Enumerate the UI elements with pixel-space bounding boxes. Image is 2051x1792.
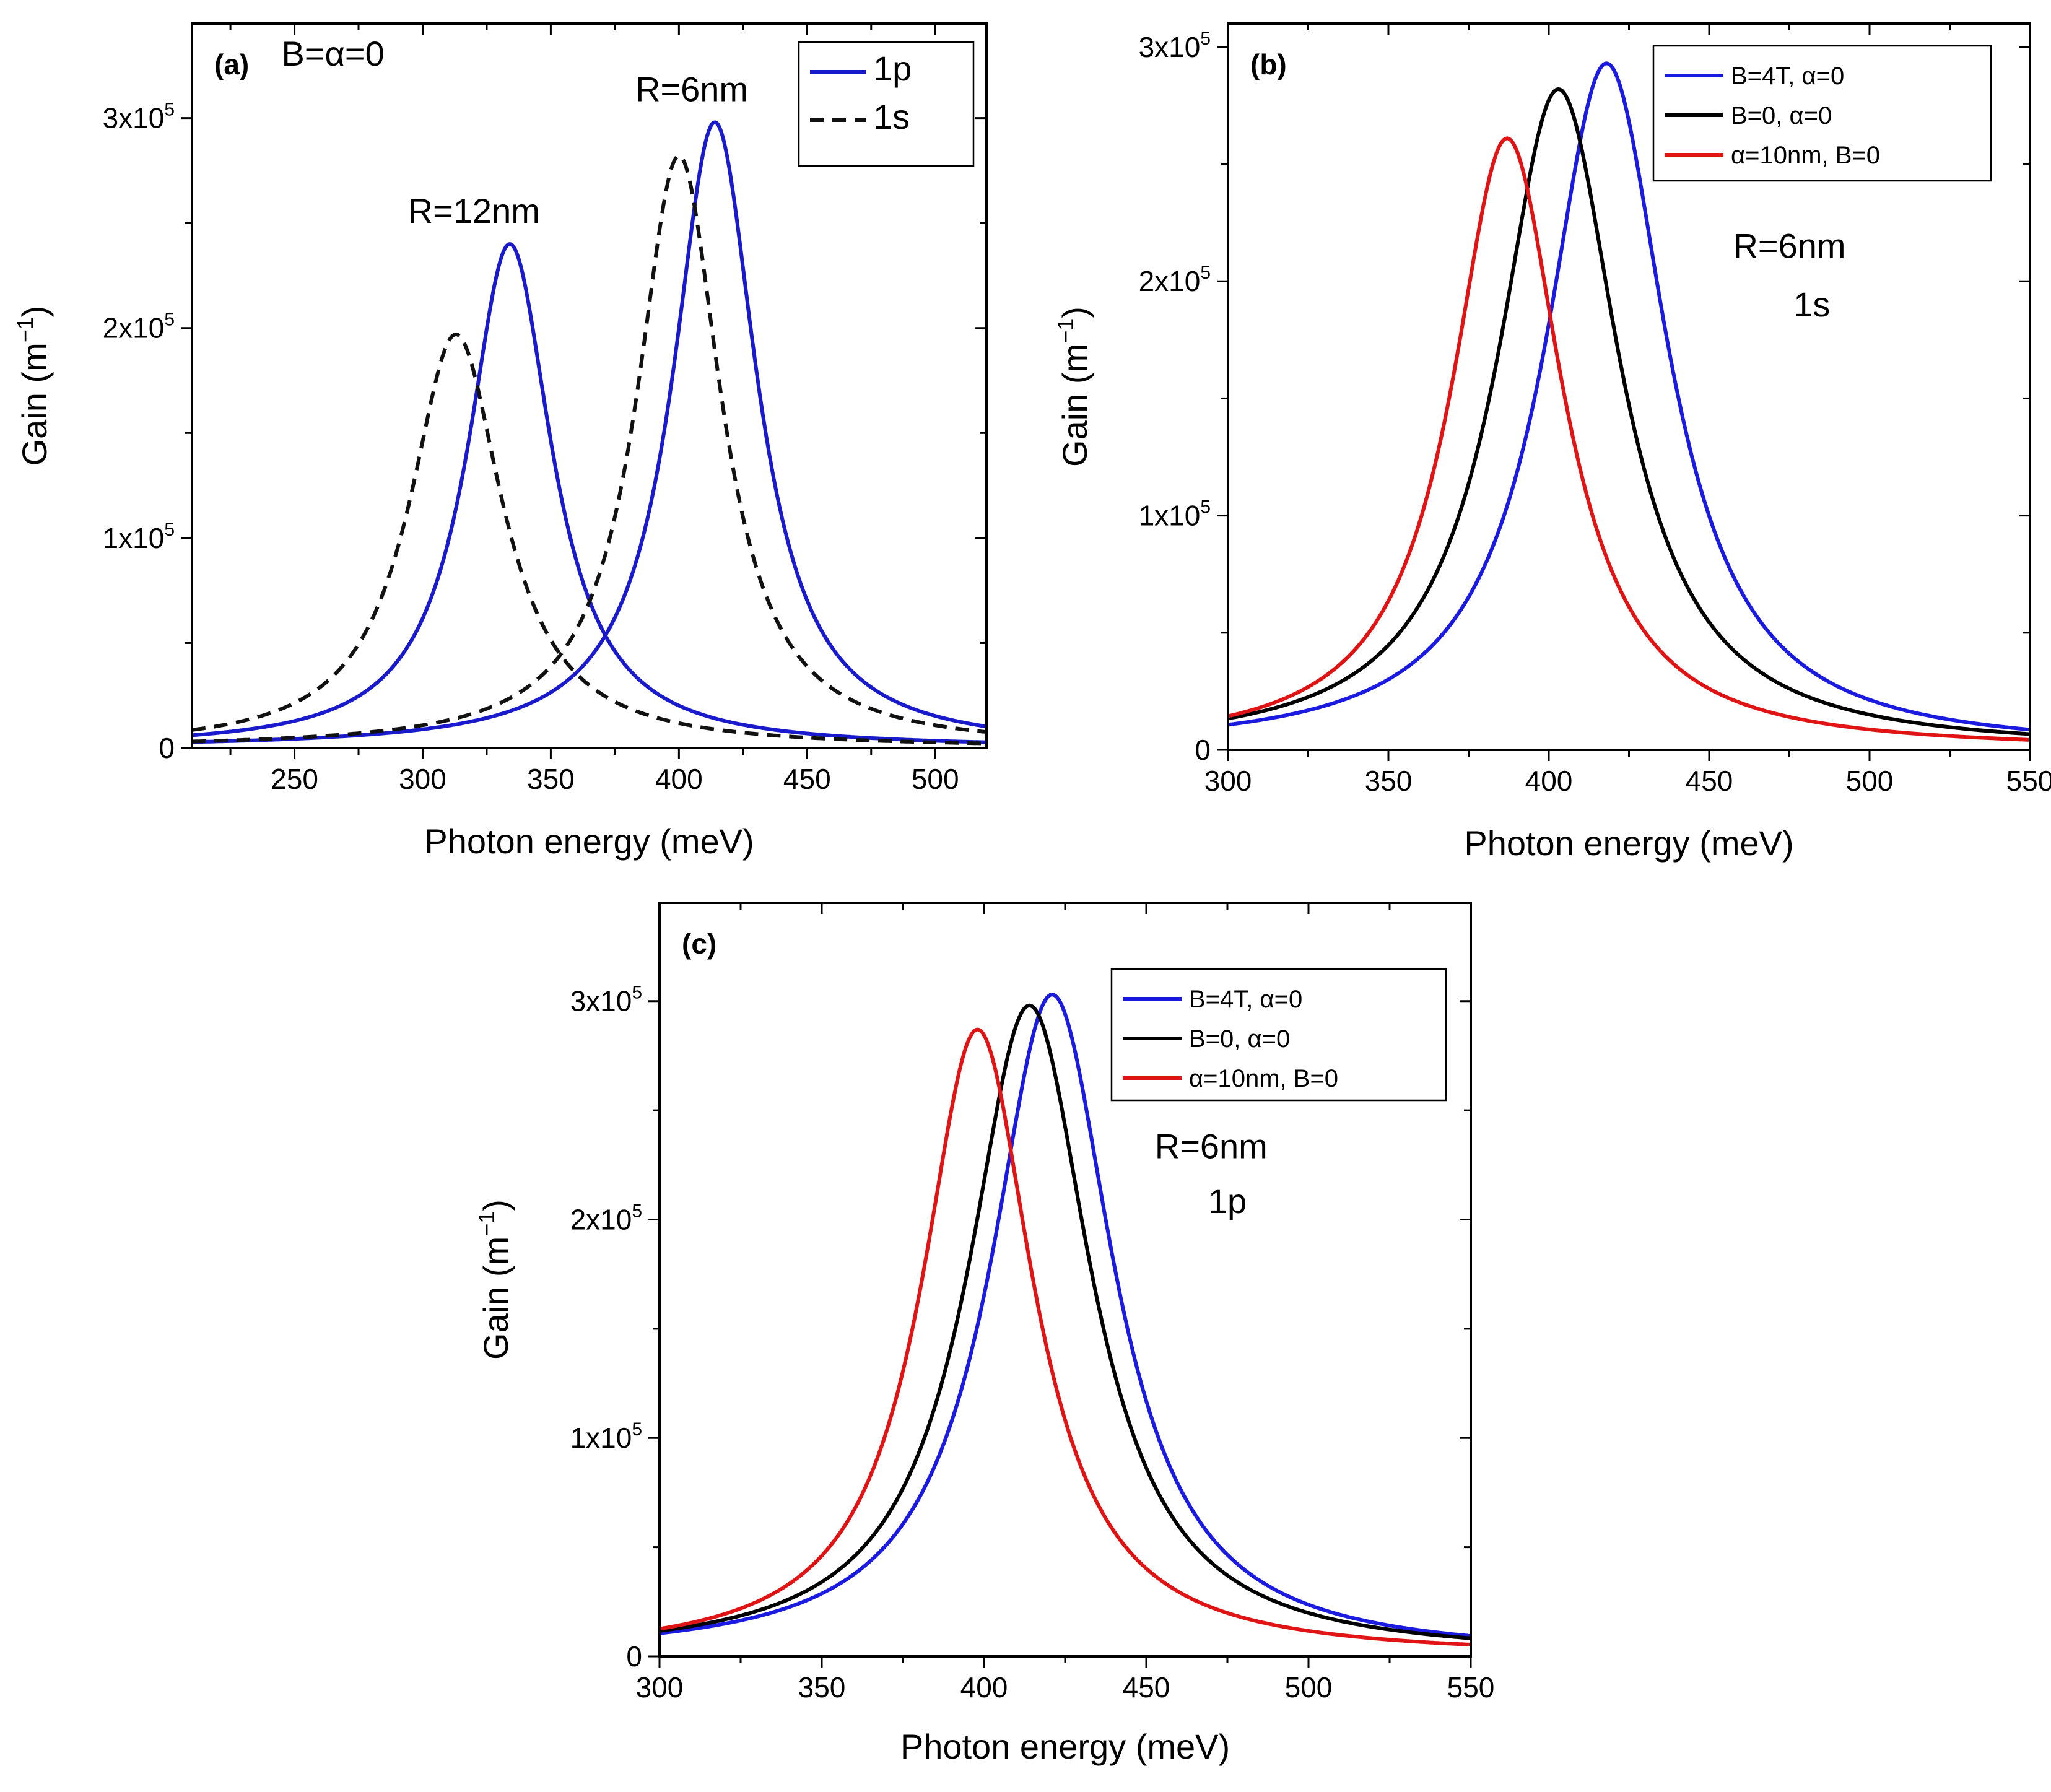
series-line-b-1 [1228,87,2030,736]
x-tick-label: 400 [960,1671,1008,1703]
y-axis-title: Gain (m−1) [1053,307,1094,467]
legend-label: B=0, α=0 [1189,1025,1290,1053]
x-tick-label: 300 [399,763,446,795]
y-tick-label: 1x105 [1139,497,1211,532]
chart-panel-a: 250 300 350 400 450 500 0 1x105 2x105 3x105 Photon… [12,22,988,861]
series-line-b-0 [1228,61,2030,732]
panel-label: (c) [682,928,716,960]
y-tick-label: 2x105 [1139,263,1211,297]
x-tick-label: 350 [798,1671,846,1703]
x-tick-label: 300 [1204,765,1252,797]
y-tick-label: 0 [626,1640,642,1672]
annotation: R=6nm [1733,226,1845,265]
x-tick-label: 450 [1686,765,1733,797]
legend-c: B=4T, α=0 B=0, α=0 α=10nm, B=0 [1110,968,1447,1102]
y-tick-label: 2x105 [570,1201,642,1235]
x-axis-title: Photon energy (meV) [900,1727,1230,1766]
x-tick-label: 400 [655,763,703,795]
x-tick-label: 450 [1123,1671,1170,1703]
annotation: 1p [1208,1181,1247,1220]
y-tick-label: 0 [159,732,175,764]
series-line-c-2 [660,1027,1471,1646]
x-tick-label: 350 [527,763,575,795]
x-tick-label: 500 [912,763,959,795]
series-line-a-1 [192,333,986,746]
x-axis-title: Photon energy (meV) [424,822,754,861]
series-line-a-3 [192,154,986,744]
legend-box [1110,968,1447,1102]
annotation: R=6nm [635,69,748,108]
x-tick-label: 250 [271,763,318,795]
legend-label: α=10nm, B=0 [1189,1065,1338,1092]
legend-label: B=0, α=0 [1731,102,1832,129]
x-tick-label: 400 [1525,765,1573,797]
y-tick-label: 2x105 [103,310,175,344]
legend-box [798,41,975,167]
x-tick-label: 350 [1365,765,1413,797]
series-line-a-2 [192,120,986,744]
x-tick-label: 550 [2006,765,2051,797]
chart-panel-c: 300 350 400 450 500 550 0 1x105 2x105 3x105 Photon… [474,902,1495,1766]
y-axis-title: Gain (m−1) [12,306,54,466]
annotation: R=12nm [408,191,540,230]
legend-label: B=4T, α=0 [1731,63,1844,90]
x-axis-title: Photon energy (meV) [1464,824,1793,863]
y-tick-label: 3x105 [1139,28,1211,63]
legend-label: 1p [873,49,912,88]
x-tick-label: 450 [783,763,831,795]
panel-label: (b) [1250,48,1287,80]
x-tick-label: 500 [1285,1671,1333,1703]
plot-frame-a [191,22,988,749]
legend-label: α=10nm, B=0 [1731,142,1880,169]
x-tick-label: 300 [636,1671,684,1703]
series-line-c-1 [660,1003,1471,1640]
y-tick-label: 1x105 [103,520,175,554]
y-tick-label: 0 [1195,734,1211,766]
y-tick-label: 3x105 [103,100,175,134]
annotation: B=α=0 [281,34,384,73]
legend-label: B=4T, α=0 [1189,986,1302,1013]
y-axis-title: Gain (m−1) [474,1199,515,1360]
chart-panel-b: 300 350 400 450 500 550 0 1x105 2x105 3x105 Photon… [1053,22,2051,863]
annotation: 1s [1793,285,1830,324]
legend-label: 1s [873,97,910,136]
x-tick-label: 550 [1447,1671,1495,1703]
series-line-b-2 [1228,136,2030,742]
y-tick-label: 3x105 [570,983,642,1017]
panel-label: (a) [214,48,249,80]
legend-b: B=4T, α=0 B=0, α=0 α=10nm, B=0 [1652,45,1992,182]
y-tick-label: 1x105 [570,1419,642,1454]
x-tick-label: 500 [1846,765,1894,797]
series-line-c-0 [660,993,1471,1638]
annotation: R=6nm [1155,1127,1268,1166]
